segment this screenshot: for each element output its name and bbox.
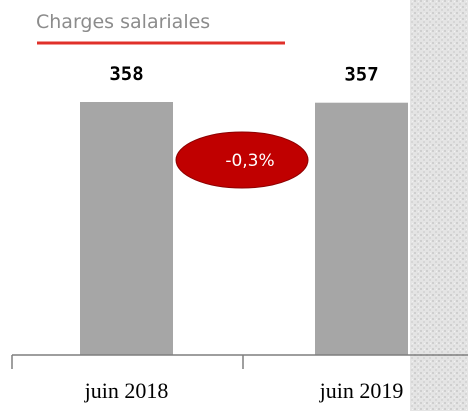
x-tick-label: juin 2018 xyxy=(84,378,169,403)
bar xyxy=(315,102,408,356)
annotation: -0,3% xyxy=(225,151,274,171)
bar xyxy=(80,102,173,355)
value-label: 357 xyxy=(344,64,378,86)
chart-title: Charges salariales xyxy=(36,11,210,33)
annotation-badge xyxy=(175,131,309,189)
value-label: 358 xyxy=(109,63,143,85)
background-texture xyxy=(410,0,468,411)
x-tick-label: juin 2019 xyxy=(319,378,404,403)
